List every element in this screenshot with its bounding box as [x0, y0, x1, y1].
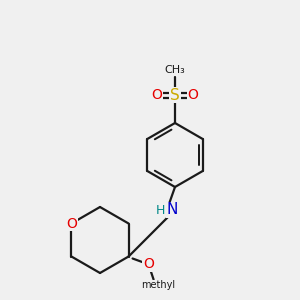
- Text: N: N: [166, 202, 178, 217]
- Text: O: O: [152, 88, 162, 102]
- Text: methyl: methyl: [142, 280, 176, 290]
- Text: H: H: [155, 203, 165, 217]
- Text: CH₃: CH₃: [165, 65, 185, 75]
- Text: S: S: [170, 88, 180, 103]
- Text: O: O: [143, 257, 154, 272]
- Text: O: O: [188, 88, 198, 102]
- Text: O: O: [66, 217, 77, 230]
